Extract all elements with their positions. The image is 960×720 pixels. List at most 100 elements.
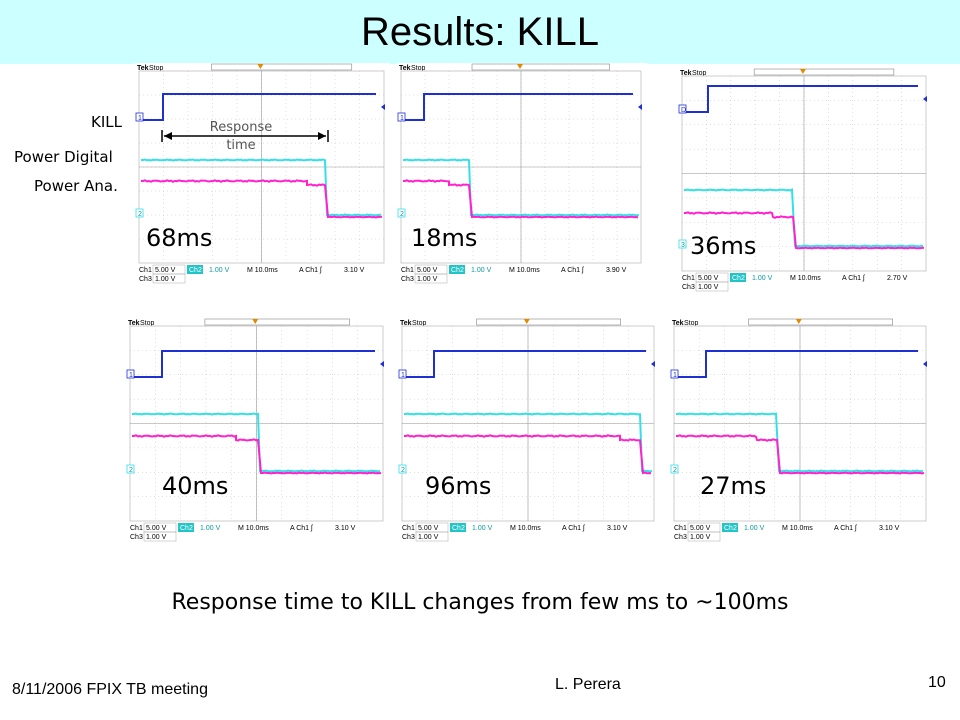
kill-trace [130,350,375,378]
readout-trigger-level: 3.90 V [606,267,627,274]
readout-ch1-scale: 5.00 V [155,267,176,274]
kill-trace [139,93,376,121]
scope-brand-label: Tek [672,320,684,327]
readout-ch3-scale: 1.00 V [417,276,438,283]
readout-ch1-scale: 5.00 V [690,525,711,532]
scope-state-label: Stop [684,320,699,327]
scope-brand-label: Tek [680,70,692,77]
channel-marker-1: 1 [129,372,133,379]
response-annotation-line-2: time [226,138,256,153]
readout-ch3: Ch3 [402,534,415,541]
response-time-annotation: Response time [196,119,286,155]
readout-ch2-scale: 1.00 V [471,267,492,274]
channel-marker-1: 1 [673,372,677,379]
record-length-bar [748,318,894,326]
readout-ch3-scale: 1.00 V [155,276,176,283]
trigger-position-marker [257,64,264,69]
channel-marker-1: 1 [401,372,405,379]
channel-marker-1: 1 [138,115,142,122]
readout-timebase: M 10.0ms [782,525,813,532]
readout-ch1: Ch1 [401,267,414,274]
channel-marker-2: 3 [681,242,685,249]
scope-state-label: Stop [411,65,426,72]
trigger-position-marker [517,64,523,69]
readout-trigger: A Ch1 ʃ [562,525,586,532]
power-digital-trace [684,188,924,248]
readout-ch2: Ch2 [452,525,465,532]
power-analog-trace [132,434,382,475]
channel-marker-2: 2 [138,211,142,218]
trigger-level-arrow [380,361,384,367]
readout-ch2: Ch2 [451,267,464,274]
readout-ch1: Ch1 [130,525,143,532]
summary-text: Response time to KILL changes from few m… [171,590,789,615]
response-time-1: 68ms [146,224,213,252]
footer-author: L. Perera [555,676,621,693]
scope-brand-label: Tek [137,65,149,72]
power-analog-trace [676,434,925,475]
record-length-bar [211,63,353,71]
readout-trigger-level: 3.10 V [335,525,356,532]
readout-trigger: A Ch1 ʃ [834,525,858,532]
readout-ch2: Ch2 [189,267,202,274]
title-bar [0,0,960,64]
readout-trigger: A Ch1 ʃ [299,267,323,274]
readout-ch3-scale: 1.00 V [698,284,719,291]
kill-trace [401,93,633,121]
readout-ch3: Ch3 [139,276,152,283]
readout-ch1: Ch1 [682,275,695,282]
kill-trace [682,85,918,113]
response-time-3: 36ms [690,232,757,260]
readout-ch3: Ch3 [130,534,143,541]
scope-brand-label: Tek [400,320,412,327]
power-digital-label: Power Digital [14,148,113,166]
trigger-position-marker [252,319,259,324]
readout-trigger-level: 2.70 V [887,275,908,282]
power-analog-label: Power Ana. [34,177,118,195]
footer-page-number: 10 [928,674,946,691]
power-digital-trace [676,412,924,473]
footer-date-meeting: 8/11/2006 FPIX TB meeting [12,681,208,698]
readout-ch3-scale: 1.00 V [418,534,439,541]
readout-trigger: A Ch1 ʃ [290,525,314,532]
oscilloscope-screenshot-1: Tek Stop 1 2 Ch1 5.00 V Ch2 1.00 V M 10.0ms A Ch1… [135,63,390,285]
trigger-position-marker [523,319,530,324]
oscilloscope-screenshot-3: Tek Stop D 3 Ch1 5.00 V Ch2 1.00 V M 10.0ms A Ch1… [678,68,932,293]
readout-ch1-scale: 5.00 V [146,525,167,532]
power-analog-trace [403,179,639,219]
readout-ch3: Ch3 [401,276,414,283]
readout-trigger: A Ch1 ʃ [842,275,866,282]
response-time-5: 96ms [425,472,492,500]
readout-ch2: Ch2 [180,525,193,532]
channel-marker-2: 2 [400,211,404,218]
record-length-bar [476,318,622,326]
response-annotation-line-1: Response [209,120,273,135]
channel-marker-1: 1 [400,115,404,122]
channel-marker-2: 2 [401,467,405,474]
oscilloscope-screenshot-5: Tek Stop 1 2 Ch1 5.00 V Ch2 1.00 V M 10.0ms A Ch1… [398,318,660,543]
readout-ch3-scale: 1.00 V [690,534,711,541]
readout-ch2-scale: 1.00 V [744,525,765,532]
readout-trigger-level: 3.10 V [344,267,365,274]
power-analog-trace [404,434,652,475]
scope-state-label: Stop [149,65,164,72]
oscilloscope-screenshot-4: Tek Stop 1 2 Ch1 5.00 V Ch2 1.00 V M 10.0ms A Ch1… [126,318,389,543]
scope-state-label: Stop [140,320,155,327]
trigger-level-arrow [923,96,927,102]
scope-state-label: Stop [412,320,427,327]
readout-timebase: M 10.0ms [510,525,541,532]
oscilloscope-screenshot-6: Tek Stop 1 2 Ch1 5.00 V Ch2 1.00 V M 10.0ms A Ch1… [670,318,932,543]
readout-ch2-scale: 1.00 V [752,275,773,282]
trigger-level-arrow [923,361,927,367]
response-time-2: 18ms [411,224,478,252]
oscilloscope-screenshot-2: Tek Stop 1 2 Ch1 5.00 V Ch2 1.00 V M 10.0ms A Ch1… [397,63,647,285]
power-analog-trace [684,211,925,250]
readout-trigger: A Ch1 ʃ [561,267,585,274]
trigger-level-arrow [651,361,655,367]
readout-ch2: Ch2 [724,525,737,532]
kill-trace [674,350,918,378]
readout-timebase: M 10.0ms [238,525,269,532]
record-length-bar [471,63,610,71]
scope-brand-label: Tek [399,65,411,72]
power-analog-trace [141,179,383,219]
